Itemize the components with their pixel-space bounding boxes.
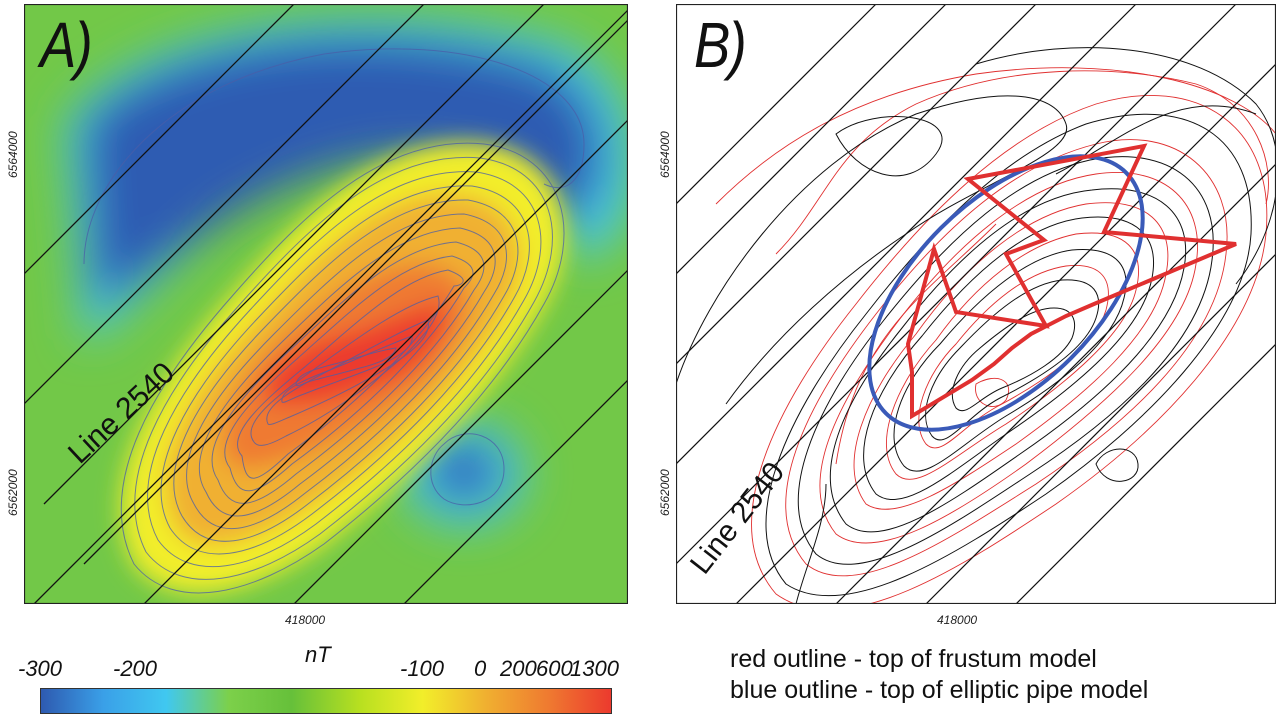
red-outline [905,143,1237,420]
blue-outline [867,154,1145,432]
panel-a-label: A) [40,9,93,81]
colorbar-unit: nT [305,642,331,667]
flight-lines [24,4,628,604]
panel-b-northing-bottom: 6562000 [658,469,672,516]
colorbar-tick-minus200: -200 [113,656,158,681]
map-frame [24,4,628,604]
contour-lines [83,48,585,594]
colorbar-tick-200: 200 [500,656,537,681]
colorbar [40,688,612,714]
colorbar-tick-minus100: -100 [400,656,445,681]
panel-a-northing-top: 6564000 [6,131,20,178]
colorbar-tick-1300: 1300 [570,656,619,681]
colorbar-tick-0: 0 [474,656,487,681]
flight-lines-b [676,4,1276,604]
panel-b-easting: 418000 [937,613,978,627]
panel-b-northing-top: 6564000 [658,131,672,178]
panel-a-northing-bottom: 6562000 [6,469,20,516]
panel-b-label: B) [694,9,747,81]
panel-b-map [676,4,1276,604]
colorbar-tick-minus300: -300 [18,656,63,681]
panel-a-easting: 418000 [285,613,326,627]
map-frame-b [676,4,1276,604]
colorbar-tick-600: 600 [536,656,573,681]
legend-blue-outline: blue outline - top of elliptic pipe mode… [730,676,1149,704]
red-contour-lines [715,67,1276,604]
panel-a-map [24,4,628,604]
legend-red-outline: red outline - top of frustum model [730,645,1097,673]
